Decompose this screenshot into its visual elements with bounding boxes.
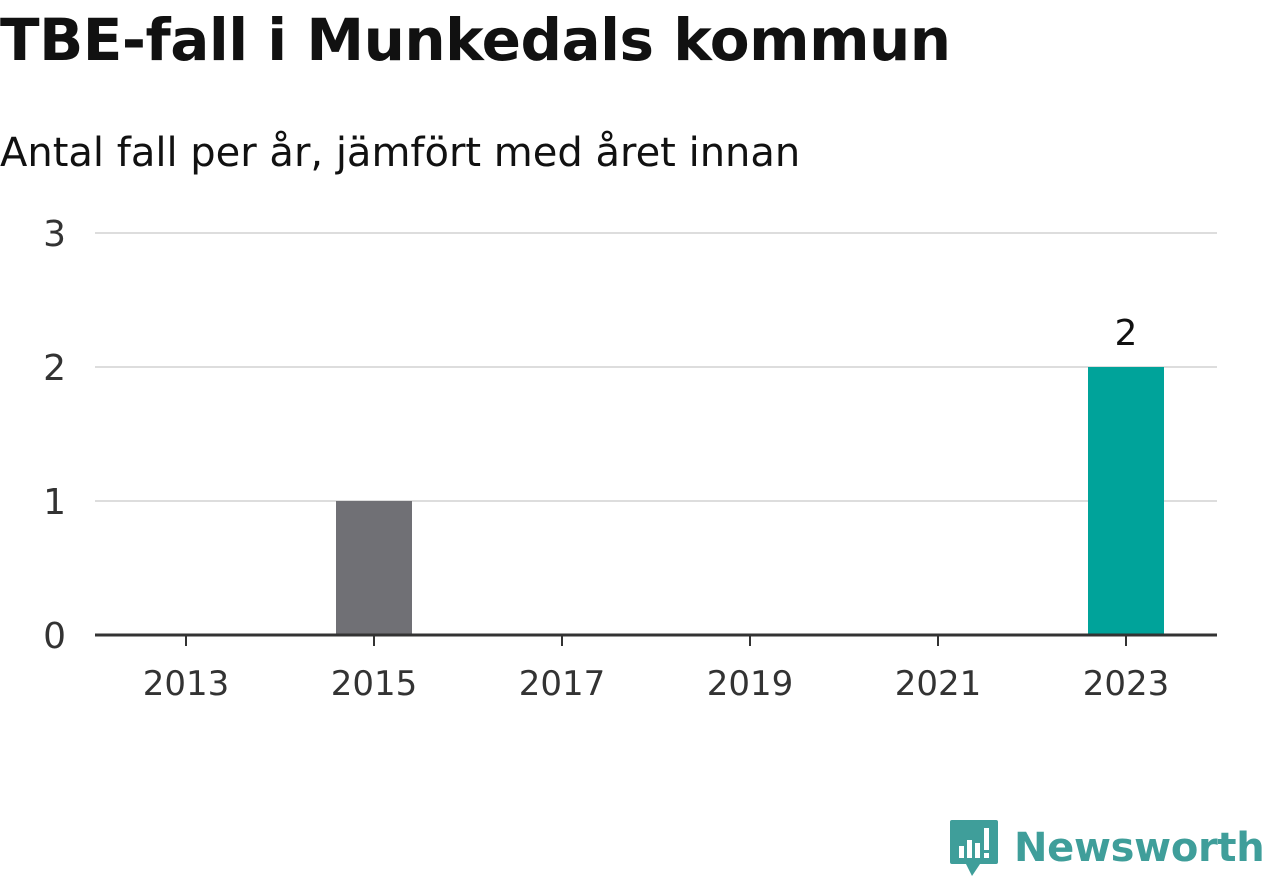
newsworthy-logo-icon xyxy=(950,820,998,876)
y-tick-label: 1 xyxy=(43,482,66,523)
x-tick-label: 2019 xyxy=(707,664,794,704)
data-label: 2 xyxy=(1115,313,1138,354)
bar-2015 xyxy=(336,501,412,635)
y-tick-label: 2 xyxy=(43,348,66,389)
bar-2023 xyxy=(1088,367,1164,635)
x-tick-label: 2023 xyxy=(1083,664,1170,704)
bar-chart: 0 1 2 3 2 2013 2015 2017 2019 2021 2023 xyxy=(43,214,1217,704)
x-tick-label: 2017 xyxy=(519,664,606,704)
y-tick-label: 0 xyxy=(43,616,66,657)
newsworthy-logo: Newsworthy xyxy=(948,818,1262,878)
x-tick-label: 2021 xyxy=(895,664,982,704)
y-tick-label: 3 xyxy=(43,214,66,255)
x-tick-label: 2013 xyxy=(143,664,230,704)
x-tick-label: 2015 xyxy=(331,664,418,704)
chart-title: TBE-fall i Munkedals kommun xyxy=(0,6,951,74)
brand-name: Newsworthy xyxy=(1014,825,1262,871)
chart-subtitle: Antal fall per år, jämfört med året inna… xyxy=(0,130,801,176)
